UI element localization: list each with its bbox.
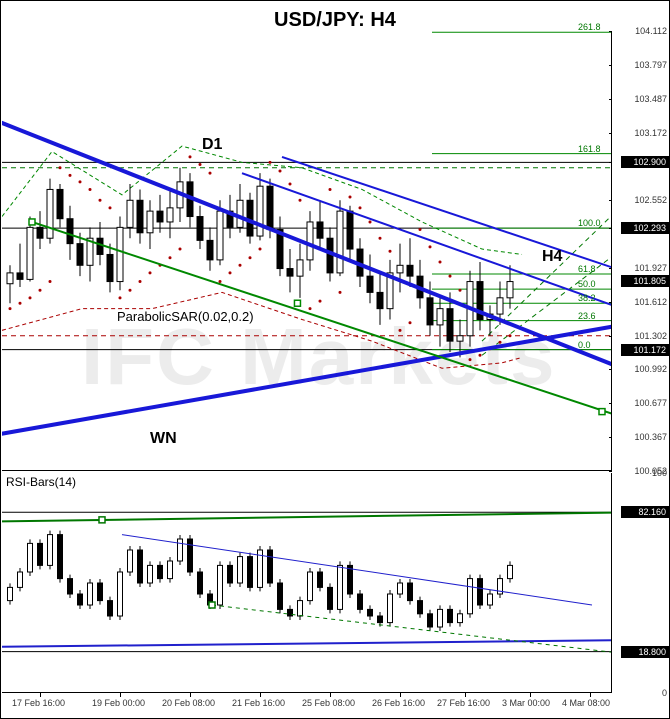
fib-label: 161.8 <box>578 144 601 154</box>
rsi-level-label: 82.160 <box>621 506 669 518</box>
y-tick: 100.992 <box>615 364 667 374</box>
fib-label: 0.0 <box>578 340 591 350</box>
x-tick: 3 Mar 00:00 <box>502 698 550 708</box>
rsi-y-tick: 0 <box>615 688 667 698</box>
x-tick: 19 Feb 00:00 <box>92 698 145 708</box>
y-tick: 101.302 <box>615 331 667 341</box>
x-tick: 20 Feb 08:00 <box>162 698 215 708</box>
y-tick: 103.172 <box>615 128 667 138</box>
x-tick: 4 Mar 08:00 <box>562 698 610 708</box>
rsi-y-tick: 100 <box>615 468 667 478</box>
x-tick: 21 Feb 16:00 <box>232 698 285 708</box>
x-tick: 25 Feb 08:00 <box>302 698 355 708</box>
y-tick: 100.367 <box>615 432 667 442</box>
rsi-level-label: 18.800 <box>621 646 669 658</box>
rsi-panel: RSI-Bars(14) <box>2 473 612 693</box>
fib-label: 50.0 <box>578 279 596 289</box>
price-label: 101.805 <box>621 275 669 287</box>
x-tick: 27 Feb 16:00 <box>437 698 490 708</box>
y-tick: 103.487 <box>615 94 667 104</box>
rsi-chart-svg <box>2 473 612 693</box>
rsi-title: RSI-Bars(14) <box>6 475 76 489</box>
y-tick: 101.927 <box>615 263 667 273</box>
svg-text:WN: WN <box>150 430 177 447</box>
price-label: 102.900 <box>621 156 669 168</box>
price-label: 102.293 <box>621 222 669 234</box>
fib-label: 100.0 <box>578 218 601 228</box>
x-axis-time: 17 Feb 16:00 19 Feb 00:00 20 Feb 08:00 21 F… <box>2 692 612 718</box>
svg-text:H4: H4 <box>542 248 563 265</box>
y-tick: 101.612 <box>615 297 667 307</box>
main-chart-svg: D1 H4 WN ParabolicSAR(0.02,0.2) <box>2 31 612 471</box>
fib-label: 23.6 <box>578 311 596 321</box>
price-label: 101.172 <box>621 344 669 356</box>
fib-label: 61.8 <box>578 264 596 274</box>
y-tick: 100.677 <box>615 398 667 408</box>
main-price-panel: D1 H4 WN ParabolicSAR(0.02,0.2) <box>2 31 612 471</box>
svg-text:ParabolicSAR(0.02,0.2): ParabolicSAR(0.02,0.2) <box>117 309 254 324</box>
y-axis-price: 100.052100.367100.677100.992101.302101.6… <box>611 31 669 471</box>
x-tick: 26 Feb 16:00 <box>372 698 425 708</box>
fib-label: 38.2 <box>578 293 596 303</box>
y-axis-rsi: 010082.16018.800 <box>611 473 669 693</box>
svg-text:D1: D1 <box>202 136 223 153</box>
chart-container: IFC Markets USD/JPY: H4 D1H4WNParabolicS… <box>0 0 670 719</box>
x-tick: 17 Feb 16:00 <box>12 698 65 708</box>
chart-title: USD/JPY: H4 <box>1 9 669 32</box>
y-tick: 103.797 <box>615 60 667 70</box>
y-tick: 102.552 <box>615 195 667 205</box>
